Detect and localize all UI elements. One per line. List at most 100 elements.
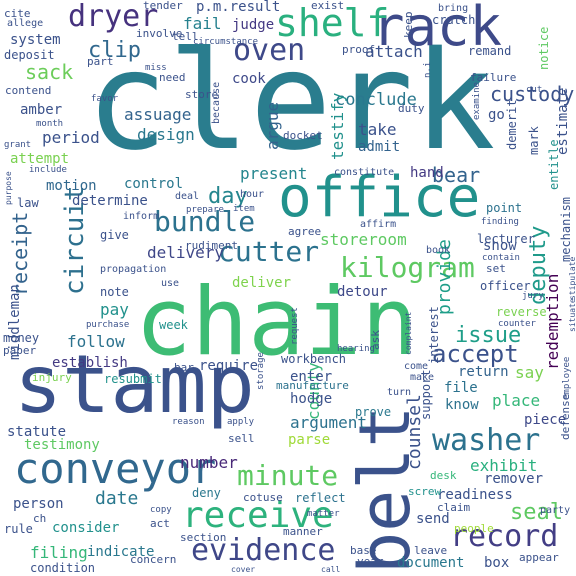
word: office (278, 165, 481, 230)
word: deliver (232, 275, 292, 291)
word: employee (562, 356, 572, 400)
word: defense (559, 393, 572, 440)
word: come (404, 361, 429, 372)
word: conclude (335, 90, 417, 110)
word: lecturer (477, 232, 535, 246)
word: interest (427, 306, 441, 364)
word: cut (526, 85, 543, 95)
word: detour (337, 284, 388, 300)
word: establish (52, 355, 128, 371)
word: piece (524, 412, 567, 428)
word: accept (432, 340, 519, 368)
word: include (29, 165, 67, 175)
word: bring (438, 3, 469, 14)
word: evidence (191, 533, 336, 568)
word: system (10, 32, 61, 48)
word: crutch (432, 13, 476, 27)
word: mechanism (559, 196, 573, 262)
word: turn (387, 387, 412, 398)
word: chain (135, 268, 418, 377)
word: hand (410, 165, 444, 181)
word: hearing (337, 344, 375, 354)
word: duty (398, 102, 425, 115)
word: motion (46, 178, 97, 194)
word: tell (172, 30, 199, 43)
word: copy (150, 505, 172, 515)
word: purchase (86, 320, 130, 330)
word: demerit (505, 99, 519, 150)
word: request (290, 307, 300, 345)
word: design (137, 125, 195, 144)
word: filing (30, 543, 88, 562)
word: receive (182, 495, 334, 536)
word: set (486, 262, 506, 275)
word: entitle (547, 139, 561, 190)
word: consider (52, 520, 120, 536)
word: note (100, 285, 129, 299)
word: condition (30, 561, 96, 575)
word: appear (519, 551, 559, 564)
word: favor (91, 94, 119, 104)
word: circumstance (193, 37, 259, 47)
word: because (211, 81, 222, 124)
word: people (454, 522, 494, 535)
word: give (100, 228, 129, 242)
word: clerk (86, 23, 496, 181)
word: counter (498, 319, 536, 329)
word: remover (484, 471, 544, 487)
word: know (445, 397, 479, 413)
word: exist (311, 0, 345, 12)
word: delivery (147, 243, 225, 262)
word: admit (358, 139, 401, 155)
word: control (124, 176, 184, 192)
word: mark (527, 126, 541, 155)
word: desk (430, 469, 457, 482)
word: deal (175, 191, 200, 202)
word: n.i (423, 61, 433, 78)
word: period (42, 128, 100, 147)
word: remand (468, 44, 512, 58)
word: item (233, 204, 255, 214)
word: take (358, 120, 397, 139)
word: ch (33, 512, 47, 525)
word: situate (568, 298, 576, 332)
word: bar (174, 361, 194, 374)
word: concern (130, 553, 177, 566)
word: cite (4, 7, 31, 20)
word: claim (437, 501, 471, 514)
word: workbench (281, 352, 347, 366)
word: statute (7, 424, 67, 440)
word: money (3, 331, 40, 345)
word: make (410, 372, 435, 383)
word: day (208, 184, 248, 209)
word: need (159, 71, 186, 84)
word: attempt (10, 151, 70, 167)
word: apply (227, 417, 255, 427)
word: section (180, 531, 227, 544)
word: clip (88, 38, 141, 63)
word: cutter (218, 235, 320, 268)
word: manner (283, 525, 323, 538)
word: minute (237, 459, 339, 492)
word: hodge (290, 391, 333, 407)
word: propagation (100, 264, 167, 275)
word: constitute (334, 167, 395, 178)
word: argue (263, 101, 282, 150)
word: affirm (360, 219, 397, 230)
word: assuage (124, 105, 192, 124)
word: follow (67, 332, 125, 351)
word: file (444, 380, 478, 396)
word: number (180, 453, 238, 472)
word: involve (136, 27, 183, 40)
word: failure (470, 71, 517, 84)
word: cover (231, 565, 256, 574)
word: custody (490, 82, 575, 106)
word: amber (20, 102, 63, 118)
word: prove (355, 405, 392, 419)
word: parse (288, 432, 331, 448)
word: reflect (295, 491, 346, 505)
word: keep (402, 11, 415, 39)
word: allege (7, 18, 44, 29)
word: leave (414, 544, 448, 557)
word: require (199, 358, 259, 374)
